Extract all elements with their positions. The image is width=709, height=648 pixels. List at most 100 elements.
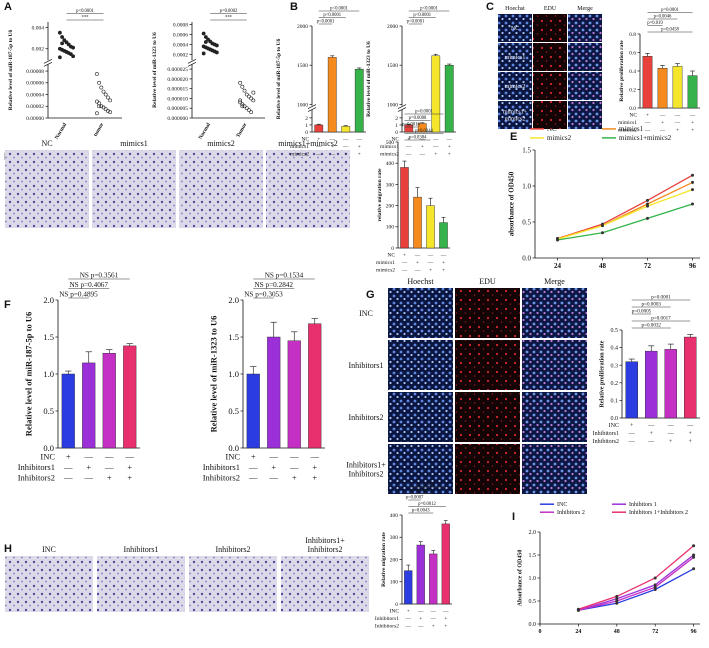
series-line [557, 203, 693, 241]
data-point [97, 80, 102, 85]
bar [327, 57, 337, 133]
legend-label: mimics1+mimics2 [619, 134, 672, 142]
y-axis-label: Relative level of miR-187-5p to U6 [8, 30, 14, 111]
data-point [615, 601, 619, 605]
sign: + [432, 624, 435, 630]
significance-label: p<0.0001 [330, 7, 348, 12]
y-tick-label: 0 [395, 130, 398, 136]
sign: + [442, 268, 445, 274]
sign: — [644, 120, 651, 126]
y-tick-label: 0.5 [611, 328, 619, 334]
bar [413, 196, 422, 249]
sign: + [292, 473, 297, 483]
significance-label: *** [82, 16, 90, 21]
y-tick-label: 1.5 [228, 332, 239, 342]
axis-break-mark [307, 104, 317, 109]
row-label: mimics1+ mimics2 [503, 110, 528, 123]
row-label: INC [359, 309, 373, 318]
y-tick-label: 0.0 [43, 443, 54, 453]
data-point [653, 585, 657, 589]
micrograph [92, 150, 176, 228]
x-tick-label: 72 [652, 629, 658, 635]
sign: + [646, 113, 649, 119]
sign: — [430, 609, 437, 615]
data-point [247, 108, 251, 113]
bar [102, 353, 116, 449]
micrograph [568, 14, 602, 42]
y-tick-label: 500 [386, 140, 395, 146]
x-tick-label: Normal [54, 122, 68, 141]
x-tick-label: 96 [691, 629, 697, 635]
data-point [214, 50, 219, 55]
series-line [557, 188, 693, 240]
sign: — [63, 473, 73, 483]
data-point [58, 55, 62, 60]
significance-label: p=0.0012 [418, 502, 436, 507]
data-point [692, 544, 696, 548]
significance-label: p=0.019 [647, 21, 663, 26]
data-point [692, 553, 696, 557]
significance-label: p<0.0001 [323, 13, 341, 18]
axis-break [399, 105, 405, 110]
sign: — [432, 137, 439, 143]
sign: + [317, 137, 320, 143]
micrograph [522, 392, 587, 442]
sign: — [414, 253, 421, 259]
sign: + [421, 144, 424, 150]
column-label: mimics1+mimics2 [278, 139, 338, 148]
y-axis-label: Relative migration rate [381, 532, 387, 587]
data-point [95, 111, 99, 116]
significance-label: p=0.0006 [412, 489, 430, 494]
row-label: Inhibitors1 [348, 361, 383, 370]
sign: + [86, 462, 91, 472]
y-tick-label: 1.5 [522, 146, 531, 154]
row-label: Inhibitors1 [18, 462, 55, 472]
sign: — [432, 144, 439, 150]
y-axis-label: relative migration rate [377, 168, 383, 222]
y-tick-label: 0.004 [32, 25, 45, 31]
data-point [247, 94, 251, 99]
sign: — [401, 260, 408, 266]
data-point [691, 180, 694, 184]
column-label: mimics2 [207, 139, 235, 148]
data-point [238, 100, 243, 105]
data-point [203, 35, 208, 39]
bar [416, 544, 425, 605]
sign: — [440, 253, 447, 259]
series-line [557, 174, 693, 240]
micrograph [179, 150, 263, 228]
sign: + [434, 152, 437, 158]
row-label: mimics1 [505, 55, 526, 61]
data-point [108, 98, 113, 103]
legend-label: Inhibitors 1 [629, 502, 657, 508]
sign: — [104, 452, 114, 462]
x-tick-label: 48 [599, 262, 607, 270]
y-tick-label: 2.0 [529, 530, 537, 536]
sign: — [315, 144, 322, 150]
row-label: INC [390, 609, 400, 615]
axis-break-mark [43, 59, 53, 64]
y-tick-label: 0.8 [629, 32, 636, 38]
y-axis-label: Relative level of miR-1323 to U6 [366, 41, 372, 117]
row-label: Inhibitors1+ Inhibitors2 [346, 461, 386, 479]
data-point [249, 110, 254, 115]
significance-label: p=0.0458 [661, 28, 679, 33]
sign: — [329, 137, 336, 143]
panel-label: G [366, 289, 375, 301]
data-point [615, 594, 619, 598]
sign: — [405, 152, 412, 158]
data-point [240, 102, 245, 107]
y-tick-label: 0.4 [611, 346, 619, 352]
y-tick-label: 0.0 [629, 106, 636, 112]
bar [444, 65, 454, 133]
micrograph [533, 43, 567, 71]
sign: + [419, 616, 422, 622]
bar [267, 336, 281, 449]
x-tick-label: Tumor [235, 122, 248, 139]
significance-label: p=0.0016 [402, 123, 420, 128]
significance-label: p=0.0001 [661, 8, 679, 13]
data-point [653, 588, 657, 591]
significance-label: NS p=0.4067 [69, 281, 108, 289]
y-tick-label: 300 [390, 535, 399, 541]
sign: + [650, 431, 654, 437]
